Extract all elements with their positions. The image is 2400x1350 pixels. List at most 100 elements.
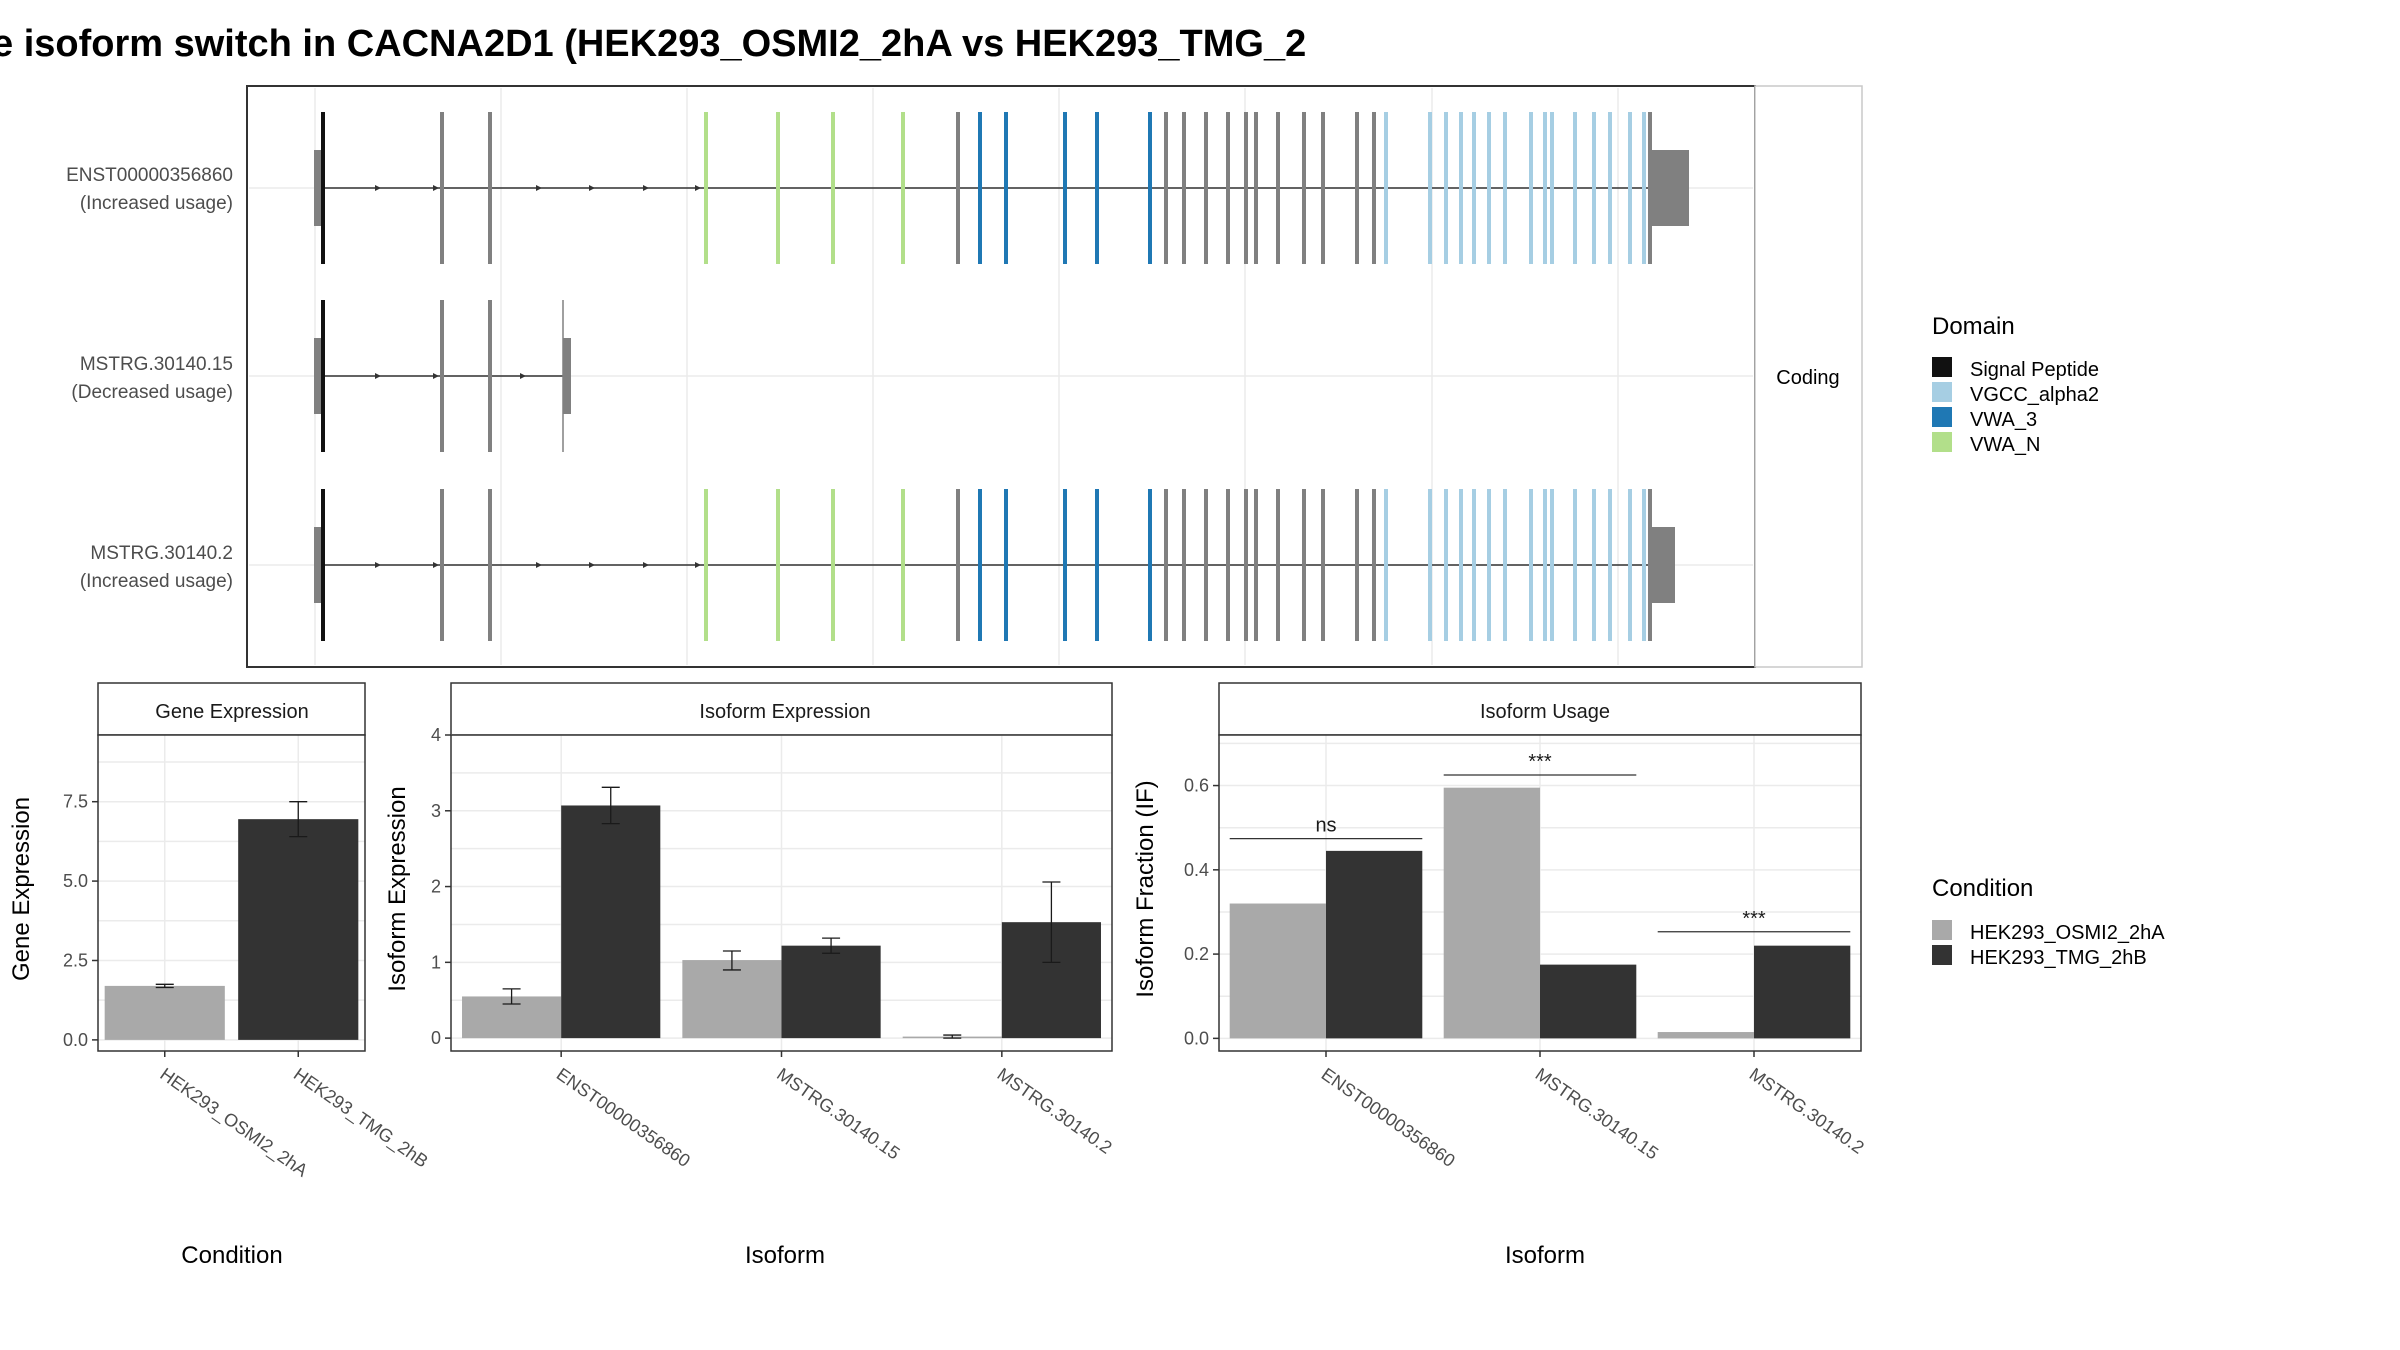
exon-5 bbox=[901, 112, 905, 264]
exon-32 bbox=[1550, 489, 1554, 641]
exon-30 bbox=[1529, 112, 1533, 264]
x-tick-label-0: ENST00000356860 bbox=[1318, 1064, 1459, 1171]
exon-13 bbox=[1182, 112, 1186, 264]
direction-arrow-4 bbox=[643, 562, 649, 568]
exon-2 bbox=[704, 489, 708, 641]
direction-arrow-3 bbox=[589, 562, 595, 568]
signal-peptide-exon bbox=[321, 300, 325, 452]
y-tick-label-4: 4 bbox=[431, 725, 441, 745]
exon-26 bbox=[1459, 489, 1463, 641]
exon-21 bbox=[1355, 489, 1359, 641]
exon-4 bbox=[831, 489, 835, 641]
signal-peptide-exon bbox=[321, 112, 325, 264]
transcript-label-1-usage: (Increased usage) bbox=[80, 193, 233, 214]
direction-arrow-4 bbox=[643, 185, 649, 191]
transcript-tracks bbox=[314, 112, 1689, 641]
direction-arrow-0 bbox=[375, 373, 381, 379]
exon-17 bbox=[1254, 112, 1258, 264]
exon-10 bbox=[1095, 489, 1099, 641]
exon-32 bbox=[1550, 112, 1554, 264]
utr-end-block bbox=[1652, 150, 1689, 226]
exon-22 bbox=[1372, 489, 1376, 641]
exon-1 bbox=[488, 489, 492, 641]
y-tick-label-0: 0 bbox=[431, 1028, 441, 1048]
direction-arrow-1 bbox=[433, 373, 439, 379]
exon-11 bbox=[1148, 489, 1152, 641]
exon-19 bbox=[1302, 112, 1306, 264]
direction-arrow-0 bbox=[375, 562, 381, 568]
exon-6 bbox=[956, 489, 960, 641]
isoform-expression-strip-label: Isoform Expression bbox=[699, 701, 870, 723]
exon-3 bbox=[776, 112, 780, 264]
exon-15 bbox=[1226, 489, 1230, 641]
y-tick-label-2: 2 bbox=[431, 877, 441, 897]
exon-22 bbox=[1372, 112, 1376, 264]
transcript-label-1-id: ENST00000356860 bbox=[66, 165, 233, 186]
exon-11 bbox=[1148, 112, 1152, 264]
error-bar-1 bbox=[289, 801, 308, 838]
exon-34 bbox=[1592, 112, 1596, 264]
isoform-usage-y-axis-title: Isoform Fraction (IF) bbox=[1132, 780, 1159, 997]
x-tick-label-1: MSTRG.30140.15 bbox=[1532, 1064, 1662, 1164]
bar-0 bbox=[104, 985, 225, 1040]
y-tick-label-2: 0.4 bbox=[1184, 860, 1209, 880]
bar-s0-1 bbox=[682, 960, 782, 1039]
gene-expression-strip-label: Gene Expression bbox=[155, 701, 308, 723]
isoform-expression-x-axis-title: Isoform bbox=[745, 1242, 825, 1269]
y-tick-label-2: 5.0 bbox=[63, 871, 88, 891]
x-tick-label-0: HEK293_OSMI2_2hA bbox=[156, 1064, 311, 1182]
direction-arrow-3 bbox=[589, 185, 595, 191]
condition-legend: Condition HEK293_OSMI2_2hA HEK293_TMG_2h… bbox=[1932, 875, 2165, 969]
exon-7 bbox=[978, 112, 982, 264]
transcript-structure-panel: Coding ENST00000356860 (Increased usage)… bbox=[66, 85, 1863, 668]
utr-end-block bbox=[1652, 527, 1675, 603]
y-tick-label-1: 0.2 bbox=[1184, 944, 1209, 964]
bar-s1-1 bbox=[781, 945, 881, 1039]
legend-key-hek293-osmi2-2ha bbox=[1932, 920, 1952, 940]
exon-1 bbox=[488, 300, 492, 452]
direction-arrow-0 bbox=[375, 185, 381, 191]
exon-3 bbox=[776, 489, 780, 641]
strip-box bbox=[450, 682, 1113, 736]
exon-12 bbox=[1164, 112, 1168, 264]
exon-6 bbox=[956, 112, 960, 264]
significance-label-0: ns bbox=[1315, 815, 1336, 837]
figure-title: e isoform switch in CACNA2D1 (HEK293_OSM… bbox=[0, 23, 1306, 65]
bar-s0-1 bbox=[1443, 787, 1540, 1039]
exon-0 bbox=[440, 300, 444, 452]
error-bar-s1-1 bbox=[822, 937, 841, 954]
legend-label-vwa-3: VWA_3 bbox=[1970, 409, 2037, 431]
exon-35 bbox=[1608, 489, 1612, 641]
coding-facet-strip bbox=[1754, 85, 1863, 668]
gene-expression-panel: Condition Gene Expression Gene Expressio… bbox=[8, 682, 432, 1269]
isoform-usage-panel: Isoform Isoform Fraction (IF) Isoform Us… bbox=[1132, 682, 1868, 1269]
y-tick-label-3: 3 bbox=[431, 801, 441, 821]
exon-34 bbox=[1592, 489, 1596, 641]
x-tick-label-2: MSTRG.30140.2 bbox=[1746, 1064, 1868, 1158]
utr-start-block bbox=[314, 338, 322, 414]
bar-s1-0 bbox=[1326, 850, 1423, 1039]
gene-expression-y-axis-title: Gene Expression bbox=[8, 797, 35, 981]
error-bar-s1-0 bbox=[601, 786, 620, 825]
exon-29 bbox=[1503, 489, 1507, 641]
legend-label-hek293-osmi2-2ha: HEK293_OSMI2_2hA bbox=[1970, 922, 2165, 944]
direction-arrow-5 bbox=[695, 185, 701, 191]
strip-box bbox=[1218, 682, 1862, 736]
exon-18 bbox=[1276, 489, 1280, 641]
exon-1 bbox=[488, 112, 492, 264]
exon-9 bbox=[1063, 112, 1067, 264]
exon-23 bbox=[1384, 489, 1388, 641]
exon-27 bbox=[1472, 112, 1476, 264]
direction-arrow-2 bbox=[536, 562, 542, 568]
strip-box bbox=[97, 682, 366, 736]
transcript-label-3-usage: (Increased usage) bbox=[80, 571, 233, 592]
legend-label-vwa-n: VWA_N bbox=[1970, 434, 2040, 456]
y-tick-label-1: 1 bbox=[431, 952, 441, 972]
exon-26 bbox=[1459, 112, 1463, 264]
bar-s1-1 bbox=[1540, 964, 1637, 1039]
exon-10 bbox=[1095, 112, 1099, 264]
exon-37 bbox=[1642, 489, 1646, 641]
error-bar-s0-0 bbox=[502, 988, 521, 1005]
transcript-track-2 bbox=[314, 300, 571, 452]
isoform-usage-strip-label: Isoform Usage bbox=[1480, 701, 1610, 723]
